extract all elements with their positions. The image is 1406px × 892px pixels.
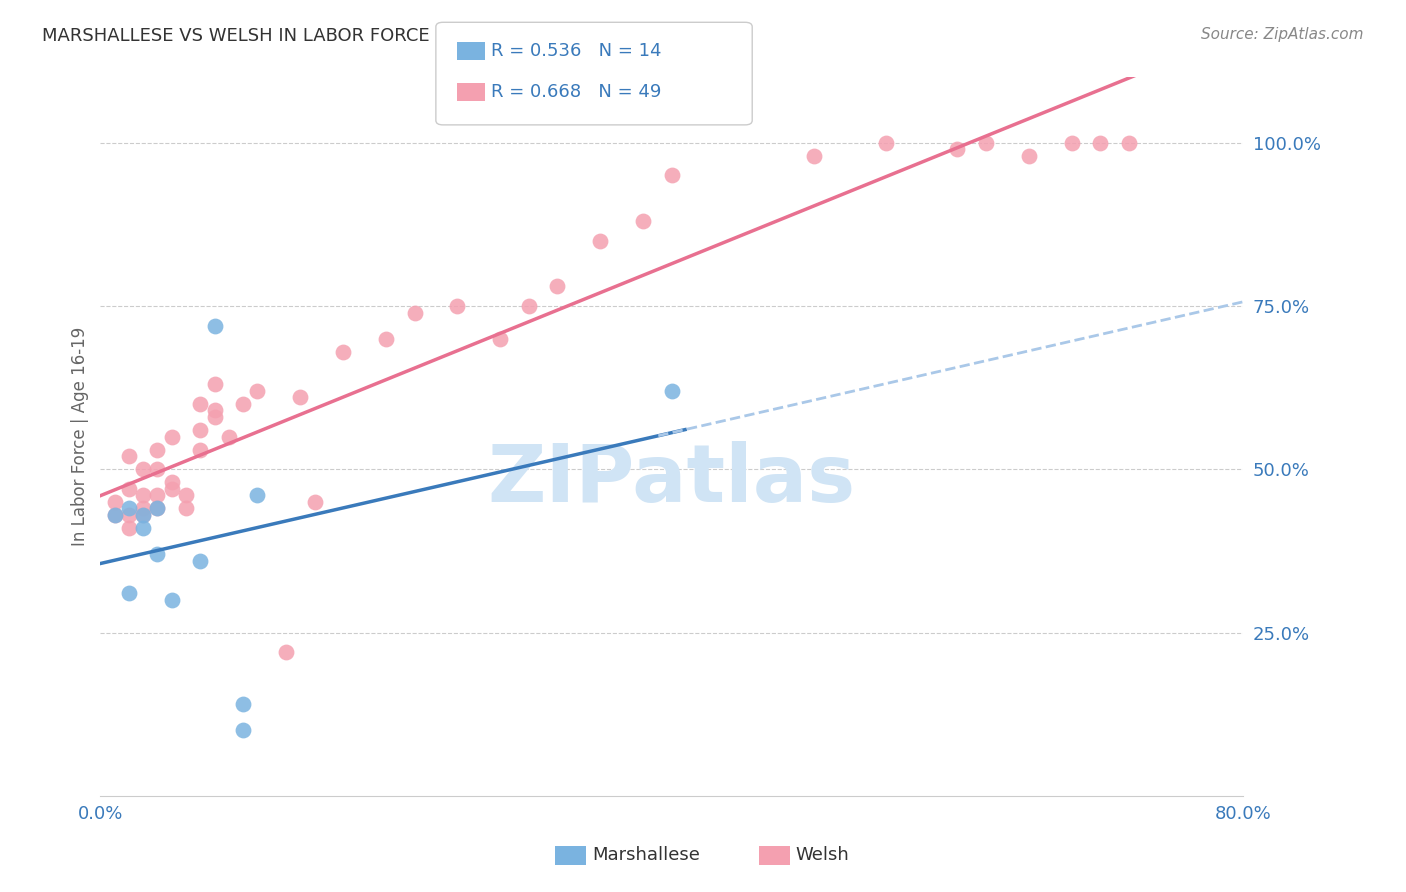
Point xyxy=(290,391,312,405)
Point xyxy=(631,214,654,228)
Point xyxy=(1060,136,1083,150)
Point xyxy=(118,482,141,496)
Point xyxy=(132,508,155,522)
Point xyxy=(118,508,141,522)
Point xyxy=(132,488,155,502)
Text: MARSHALLESE VS WELSH IN LABOR FORCE | AGE 16-19 CORRELATION CHART: MARSHALLESE VS WELSH IN LABOR FORCE | AG… xyxy=(42,27,742,45)
Text: R = 0.536   N = 14: R = 0.536 N = 14 xyxy=(491,42,661,60)
Point xyxy=(204,377,226,392)
Point xyxy=(332,344,354,359)
Point xyxy=(304,495,326,509)
Point xyxy=(146,488,169,502)
Point xyxy=(118,449,141,463)
Point xyxy=(118,501,141,516)
Point xyxy=(146,442,169,457)
Point xyxy=(446,299,468,313)
Point xyxy=(174,488,197,502)
Point xyxy=(188,554,211,568)
Point xyxy=(160,475,183,490)
Point xyxy=(232,698,254,712)
Point xyxy=(1088,136,1111,150)
Point xyxy=(1018,149,1040,163)
Point xyxy=(146,462,169,476)
Point xyxy=(232,723,254,738)
Point xyxy=(246,384,269,398)
Point xyxy=(104,495,127,509)
Point xyxy=(661,169,683,183)
Y-axis label: In Labor Force | Age 16-19: In Labor Force | Age 16-19 xyxy=(72,327,89,546)
Point xyxy=(803,149,825,163)
Point xyxy=(174,501,197,516)
Point xyxy=(160,592,183,607)
Point xyxy=(232,397,254,411)
Point xyxy=(274,645,297,659)
Point xyxy=(188,423,211,437)
Point xyxy=(204,409,226,424)
Point xyxy=(118,521,141,535)
Text: R = 0.668   N = 49: R = 0.668 N = 49 xyxy=(491,83,661,101)
Point xyxy=(974,136,997,150)
Point xyxy=(375,332,398,346)
Point xyxy=(489,332,512,346)
Text: Source: ZipAtlas.com: Source: ZipAtlas.com xyxy=(1201,27,1364,42)
Point xyxy=(204,318,226,333)
Point xyxy=(104,508,127,522)
Point xyxy=(118,586,141,600)
Text: ZIPatlas: ZIPatlas xyxy=(488,441,856,518)
Point xyxy=(132,501,155,516)
Point xyxy=(1118,136,1140,150)
Point xyxy=(132,462,155,476)
Point xyxy=(146,501,169,516)
Point xyxy=(160,429,183,443)
Point xyxy=(946,142,969,156)
Point xyxy=(546,279,568,293)
Point xyxy=(132,521,155,535)
Point xyxy=(589,234,612,248)
Point xyxy=(104,508,127,522)
Point xyxy=(188,442,211,457)
Point xyxy=(204,403,226,417)
Point xyxy=(404,305,426,319)
Point xyxy=(160,482,183,496)
Point xyxy=(517,299,540,313)
Point xyxy=(661,384,683,398)
Point xyxy=(188,397,211,411)
Point xyxy=(146,547,169,561)
Point xyxy=(146,501,169,516)
Point xyxy=(875,136,897,150)
Text: Welsh: Welsh xyxy=(796,847,849,864)
Point xyxy=(218,429,240,443)
Point xyxy=(246,488,269,502)
Point xyxy=(132,508,155,522)
Text: Marshallese: Marshallese xyxy=(592,847,700,864)
